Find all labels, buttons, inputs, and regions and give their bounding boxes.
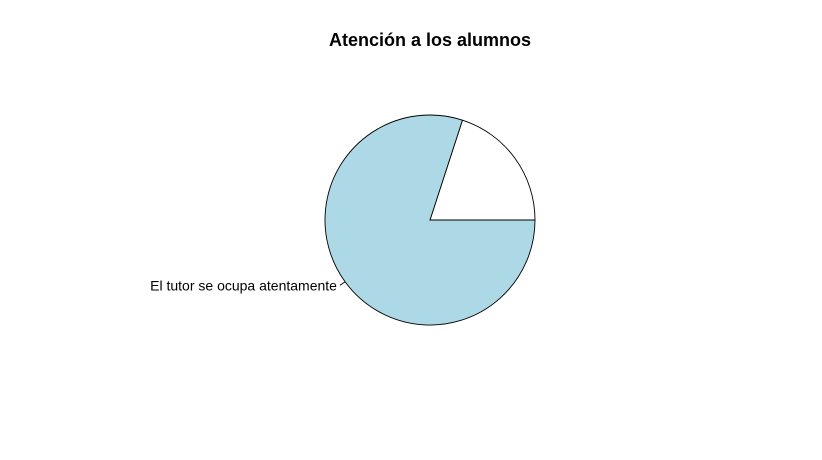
pie-leader-line-1 [339,281,346,286]
pie-slice-0 [429,119,536,221]
pie-slice-1 [324,114,536,326]
pie-slices [324,114,536,326]
chart-title: Atención a los alumnos [329,30,531,50]
pie-label-1: El tutor se ocupa atentamente [150,277,337,293]
pie-labels: El tutor se ocupa atentamente [150,277,346,293]
